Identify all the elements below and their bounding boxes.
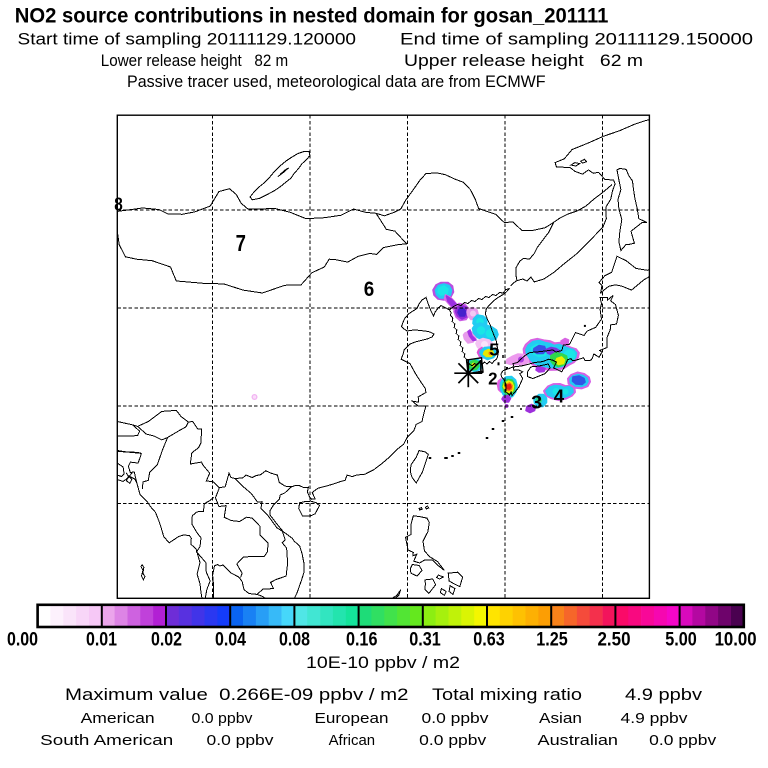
svg-text:4.9 ppbv: 4.9 ppbv [621,710,689,727]
svg-text:10E-10 ppbv / m2: 10E-10 ppbv / m2 [306,653,460,672]
svg-text:0.0 ppbv: 0.0 ppbv [419,732,487,749]
svg-text:2.50: 2.50 [598,629,631,651]
svg-text:0.01: 0.01 [86,629,117,651]
svg-text:0.16: 0.16 [346,629,378,651]
svg-text:End time of sampling 20111129.: End time of sampling 20111129.150000 [400,30,753,49]
svg-text:Passive tracer used, meteorolo: Passive tracer used, meteorological data… [127,72,546,91]
svg-text:Start time of sampling 2011112: Start time of sampling 20111129.120000 [18,30,357,49]
svg-text:1: 1 [477,357,484,378]
svg-text:0.0 ppbv: 0.0 ppbv [192,710,254,727]
svg-text:0.0 ppbv: 0.0 ppbv [207,732,275,749]
svg-text:0.63: 0.63 [473,629,505,651]
svg-text:0.0 ppbv: 0.0 ppbv [422,710,490,727]
svg-text:10.00: 10.00 [715,629,757,651]
svg-text:South American: South American [40,732,173,749]
svg-text:African: African [329,732,376,749]
svg-text:6: 6 [364,278,375,301]
svg-text:Asian: Asian [539,710,582,727]
svg-text:5.00: 5.00 [665,629,697,651]
svg-text:0.08: 0.08 [279,629,310,651]
svg-text:American: American [81,710,155,727]
svg-text:Total mixing ratio: Total mixing ratio [432,685,582,704]
svg-text:Australian: Australian [538,732,619,749]
svg-text:Upper release height 62 m: Upper release height 62 m [404,51,643,70]
svg-text:8: 8 [114,194,123,215]
svg-text:0.02: 0.02 [151,629,182,651]
svg-text:0.31: 0.31 [409,629,441,651]
svg-text:2: 2 [488,369,498,389]
svg-text:0.0 ppbv: 0.0 ppbv [649,732,717,749]
svg-text:1.25: 1.25 [536,629,568,651]
svg-text:Lower release height 82 m: Lower release height 82 m [101,51,288,70]
svg-text:0.00: 0.00 [7,629,38,651]
svg-text:4.9 ppbv: 4.9 ppbv [625,685,703,704]
svg-text:European: European [315,710,389,727]
svg-text:7: 7 [236,230,246,256]
svg-text:3: 3 [531,393,542,414]
svg-text:4: 4 [554,386,565,407]
svg-text:5: 5 [489,339,500,359]
svg-text:0.04: 0.04 [215,629,246,651]
svg-text:Maximum value 0.266E-09 ppbv: Maximum value 0.266E-09 ppbv / m2 [65,685,409,704]
svg-text:NO2 source contributions in ne: NO2 source contributions in nested domai… [15,5,609,28]
